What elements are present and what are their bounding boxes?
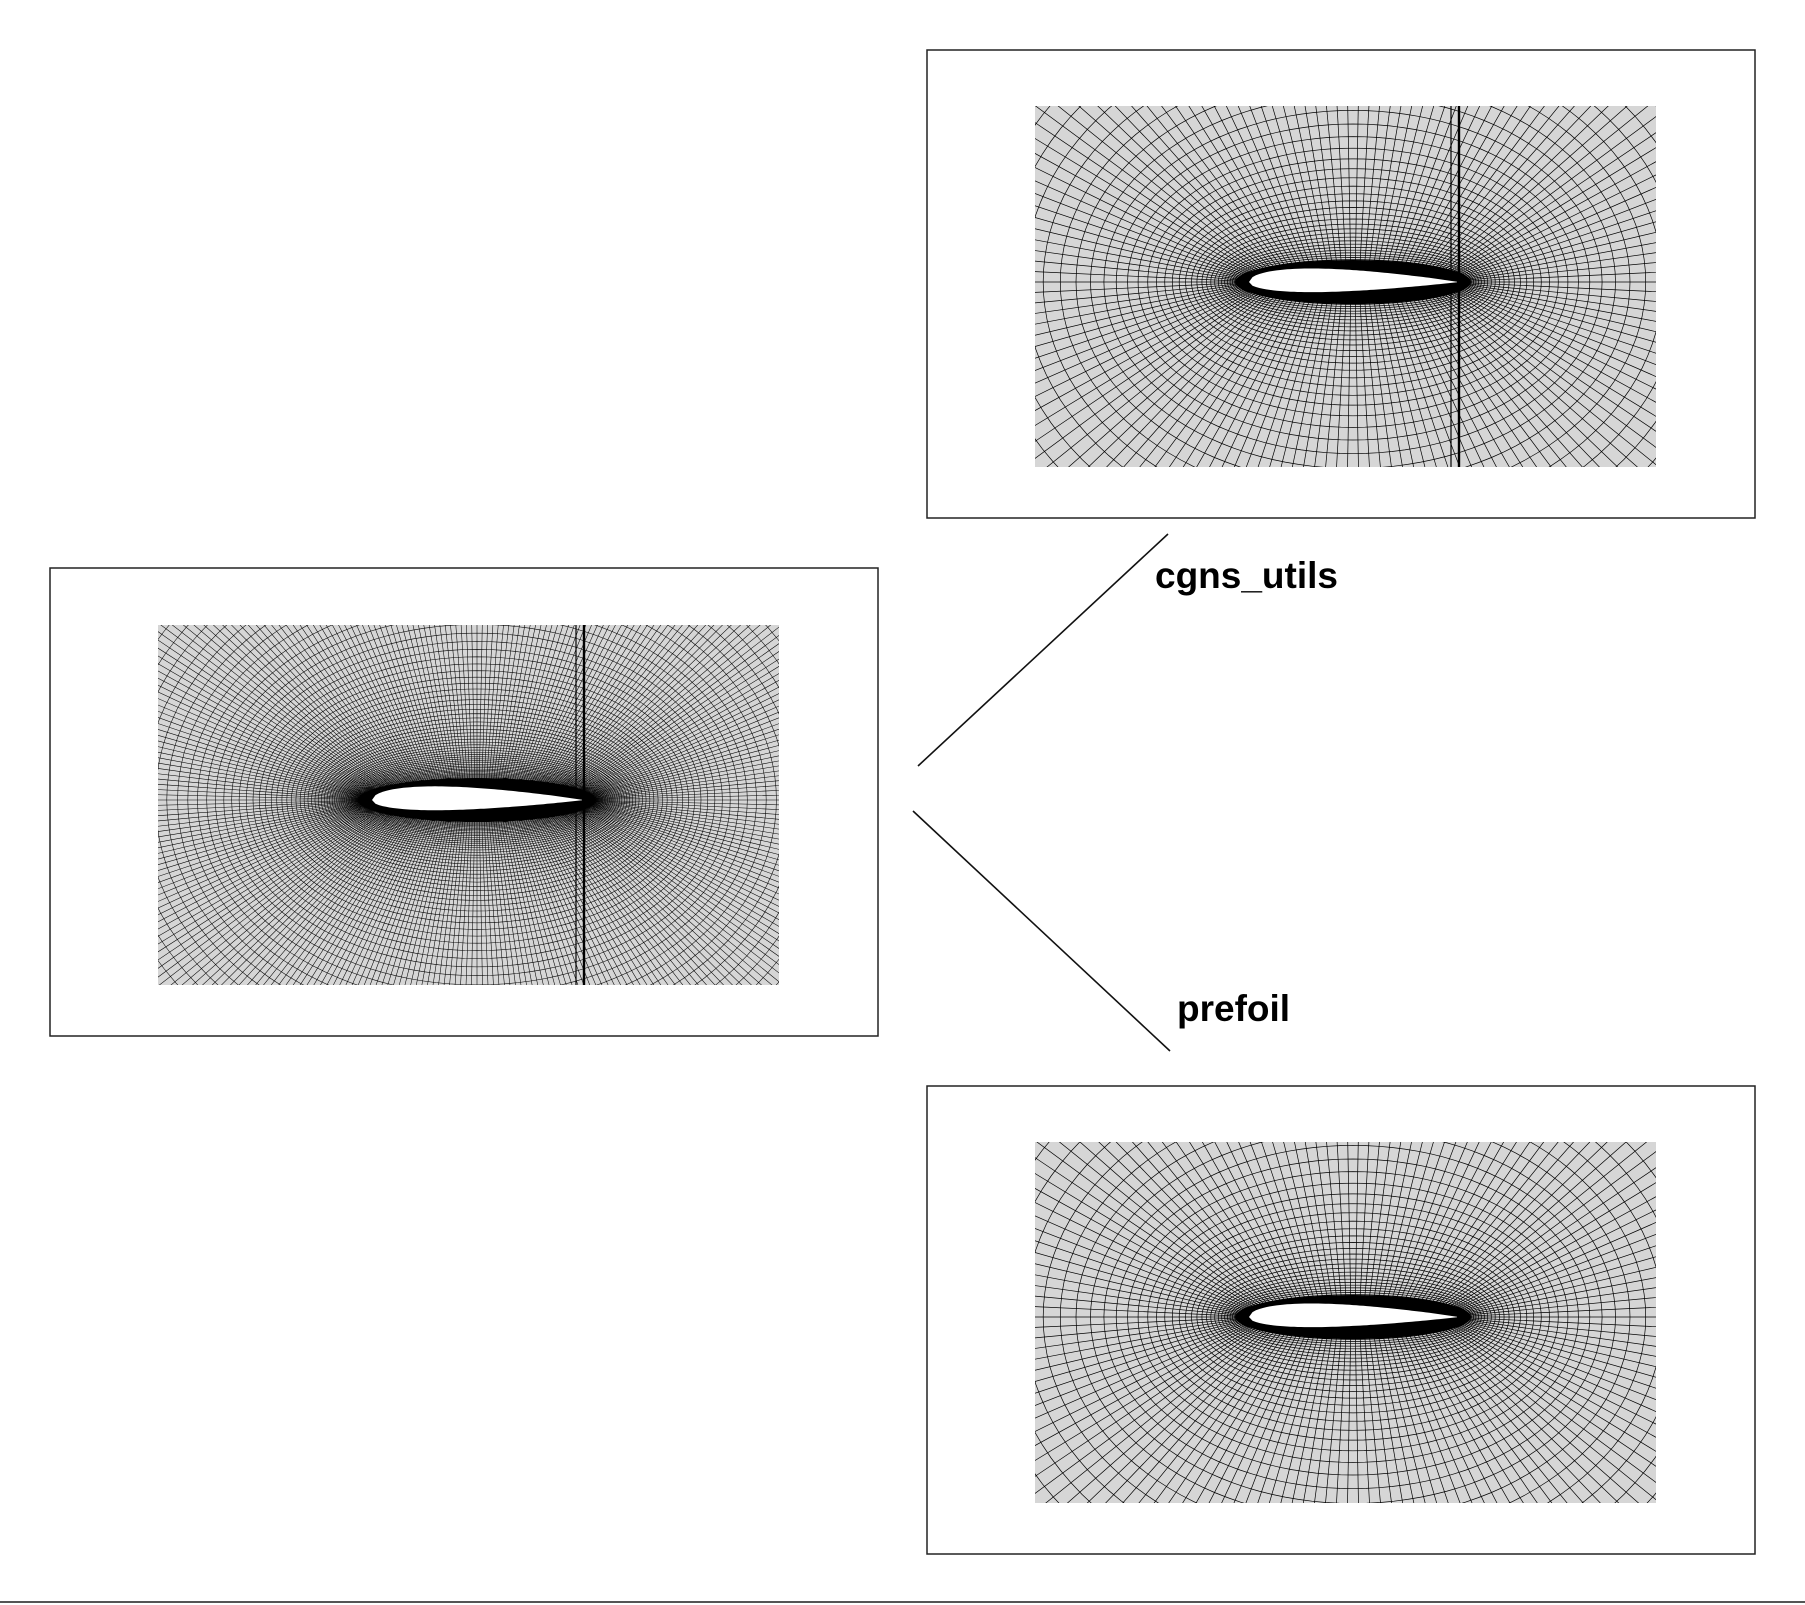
connector-line-lower <box>912 810 1171 1052</box>
mesh-spoke-lines <box>1035 106 1656 467</box>
bottom-rule <box>0 1601 1805 1603</box>
airfoil-shape <box>1249 1303 1457 1328</box>
label-prefoil: prefoil <box>1177 988 1290 1029</box>
label-cgns-utils: cgns_utils <box>1155 555 1338 596</box>
mesh-spoke-lines <box>1035 1142 1656 1503</box>
prefoil-mesh-grid <box>1035 1142 1656 1503</box>
mesh-spoke-lines <box>158 625 779 985</box>
source-mesh-panel <box>49 567 879 1037</box>
connector-line-upper <box>917 533 1169 767</box>
airfoil-shape <box>1249 268 1457 293</box>
prefoil-mesh-panel <box>926 1085 1756 1555</box>
cgns-utils-mesh-grid <box>1035 106 1656 467</box>
source-mesh-grid <box>158 625 779 985</box>
cgns-utils-mesh-panel <box>926 49 1756 519</box>
airfoil-shape <box>372 786 582 811</box>
